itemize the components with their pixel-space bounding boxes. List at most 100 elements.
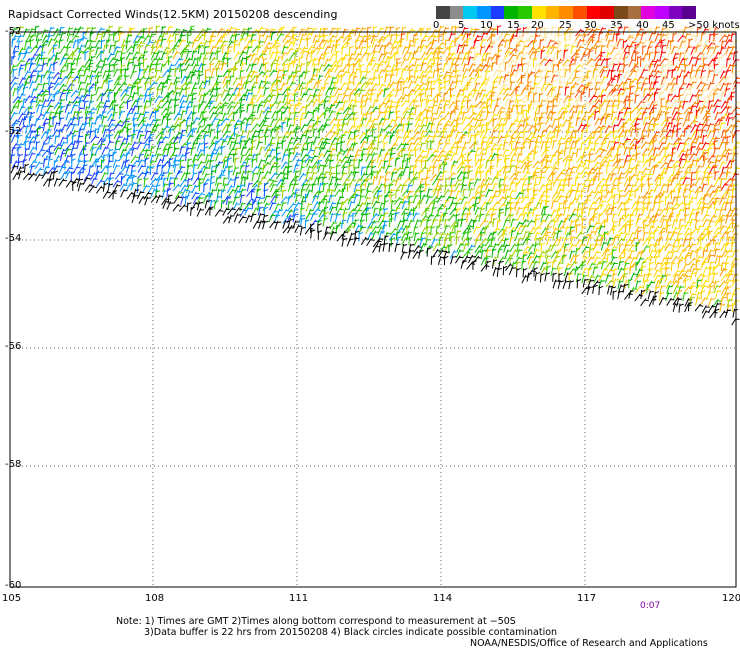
wind-barb: [695, 158, 702, 168]
wind-barb: [426, 247, 432, 257]
wind-barb: [41, 170, 50, 180]
wind-barb: [100, 50, 106, 60]
wind-barb: [148, 81, 158, 89]
wind-barb: [695, 260, 701, 270]
wind-barb: [426, 219, 432, 229]
wind-barb: [640, 82, 648, 92]
wind-barb: [334, 189, 343, 197]
wind-barb: [76, 178, 84, 188]
wind-barb: [179, 145, 186, 156]
wind-barb: [671, 219, 679, 229]
wind-barb: [28, 152, 36, 161]
wind-barb: [256, 94, 265, 103]
wind-barb: [678, 237, 683, 247]
wind-barb: [455, 99, 461, 110]
wind-barb: [335, 92, 343, 102]
wind-barb: [354, 81, 363, 91]
wind-barb: [708, 196, 717, 205]
wind-barb: [414, 38, 420, 48]
wind-barb: [306, 118, 315, 127]
wind-barb: [406, 117, 414, 126]
wind-barb: [522, 188, 528, 199]
wind-barb: [694, 44, 702, 54]
wind-barb: [510, 177, 519, 186]
wind-barb: [88, 165, 94, 175]
wind-barb: [490, 129, 498, 139]
wind-barb: [420, 98, 427, 108]
wind-barb: [280, 82, 288, 91]
wind-barb: [407, 201, 414, 211]
wind-barb: [317, 164, 324, 173]
wind-barb: [490, 43, 495, 53]
wind-barb: [198, 73, 204, 84]
legend-swatch: [627, 6, 642, 19]
wind-barb: [64, 160, 69, 170]
wind-barb: [490, 208, 498, 217]
wind-barb: [378, 104, 384, 114]
wind-barb: [634, 140, 641, 150]
wind-barb: [586, 194, 592, 204]
wind-barb: [329, 117, 339, 126]
wind-barb: [118, 75, 123, 85]
wind-barb: [606, 62, 614, 72]
wind-barb: [107, 33, 114, 43]
wind-barb: [450, 177, 456, 187]
wind-barb: [558, 202, 564, 212]
wind-barb: [77, 182, 85, 192]
wind-barb: [724, 278, 734, 288]
wind-barb: [406, 212, 414, 221]
wind-barb: [324, 158, 332, 167]
wind-barb: [450, 152, 458, 162]
wind-barb: [509, 181, 516, 191]
wind-barb: [330, 123, 339, 132]
wind-barb: [46, 98, 55, 108]
wind-barb: [707, 63, 715, 73]
wind-barb: [208, 141, 217, 150]
wind-barb: [467, 196, 477, 204]
wind-barb: [522, 230, 530, 240]
wind-barb: [144, 130, 151, 139]
wind-barb: [604, 261, 614, 270]
wind-barb: [593, 207, 599, 217]
wind-barb: [454, 26, 460, 36]
wind-barb: [382, 51, 391, 60]
wind-barb: [59, 136, 67, 146]
wind-barb: [713, 63, 719, 73]
wind-barb: [370, 219, 378, 229]
wind-barb: [203, 182, 208, 193]
wind-barb: [430, 104, 438, 113]
wind-barb: [514, 159, 524, 168]
wind-barb: [706, 290, 714, 300]
wind-barb: [677, 256, 686, 265]
wind-barb: [304, 26, 312, 36]
wind-barb: [53, 92, 60, 102]
wind-barb: [36, 93, 42, 103]
wind-barb: [209, 181, 215, 191]
wind-barb: [288, 52, 298, 61]
wind-barb: [35, 167, 44, 176]
wind-barb: [694, 69, 701, 79]
wind-barb: [136, 40, 145, 49]
wind-barb: [533, 112, 540, 122]
wind-barb: [712, 33, 719, 43]
wind-barb: [269, 118, 278, 127]
wind-barb: [167, 106, 172, 116]
wind-barb: [622, 272, 629, 282]
wind-barb: [35, 99, 44, 108]
wind-barb: [77, 38, 82, 48]
wind-barb: [564, 158, 571, 168]
wind-barb: [23, 135, 32, 145]
wind-barb: [191, 38, 199, 48]
wind-barb: [222, 177, 229, 187]
wind-barb: [322, 39, 331, 48]
wind-barb: [106, 52, 115, 62]
wind-barb: [702, 266, 710, 276]
wind-barb: [167, 91, 172, 102]
wind-barb: [532, 166, 541, 175]
legend-swatch: [600, 6, 614, 19]
wind-barb: [154, 57, 163, 66]
wind-barb: [611, 25, 619, 35]
wind-barb: [184, 63, 193, 72]
wind-barb: [352, 236, 360, 246]
wind-barb: [10, 164, 19, 174]
